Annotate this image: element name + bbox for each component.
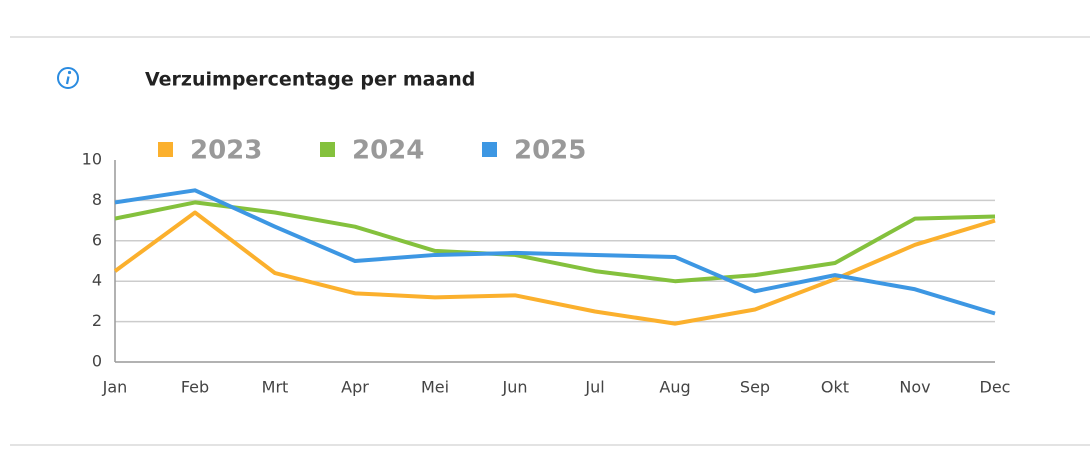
x-tick-label: Jan	[102, 378, 128, 397]
x-tick-label: Apr	[341, 378, 369, 397]
series-line	[113, 210, 996, 326]
x-tick-label: Jul	[584, 378, 604, 397]
legend-swatch	[158, 142, 173, 157]
x-tick-label: Mrt	[262, 378, 289, 397]
y-tick-label: 2	[92, 311, 102, 330]
legend-label: 2023	[190, 136, 262, 166]
x-tick-label: Aug	[659, 378, 690, 397]
x-tick-label: Sep	[740, 378, 770, 397]
y-tick-label: 4	[92, 271, 102, 290]
y-tick-label: 8	[92, 190, 102, 209]
y-tick-label: 0	[92, 352, 102, 371]
series-line	[114, 200, 996, 284]
series-line	[114, 188, 996, 316]
y-tick-label: 10	[82, 150, 102, 169]
info-icon[interactable]	[57, 67, 79, 89]
legend-swatch	[482, 142, 497, 157]
legend-label: 2025	[514, 136, 586, 166]
x-tick-label: Mei	[421, 378, 449, 397]
x-tick-label: Dec	[980, 378, 1011, 397]
legend-label: 2024	[352, 136, 424, 166]
x-tick-label: Nov	[899, 378, 930, 397]
x-tick-label: Jun	[502, 378, 528, 397]
x-tick-label: Okt	[821, 378, 849, 397]
y-tick-label: 6	[92, 230, 102, 249]
legend-swatch	[320, 142, 335, 157]
x-tick-label: Feb	[181, 378, 209, 397]
chart-title: Verzuimpercentage per maand	[145, 69, 475, 91]
